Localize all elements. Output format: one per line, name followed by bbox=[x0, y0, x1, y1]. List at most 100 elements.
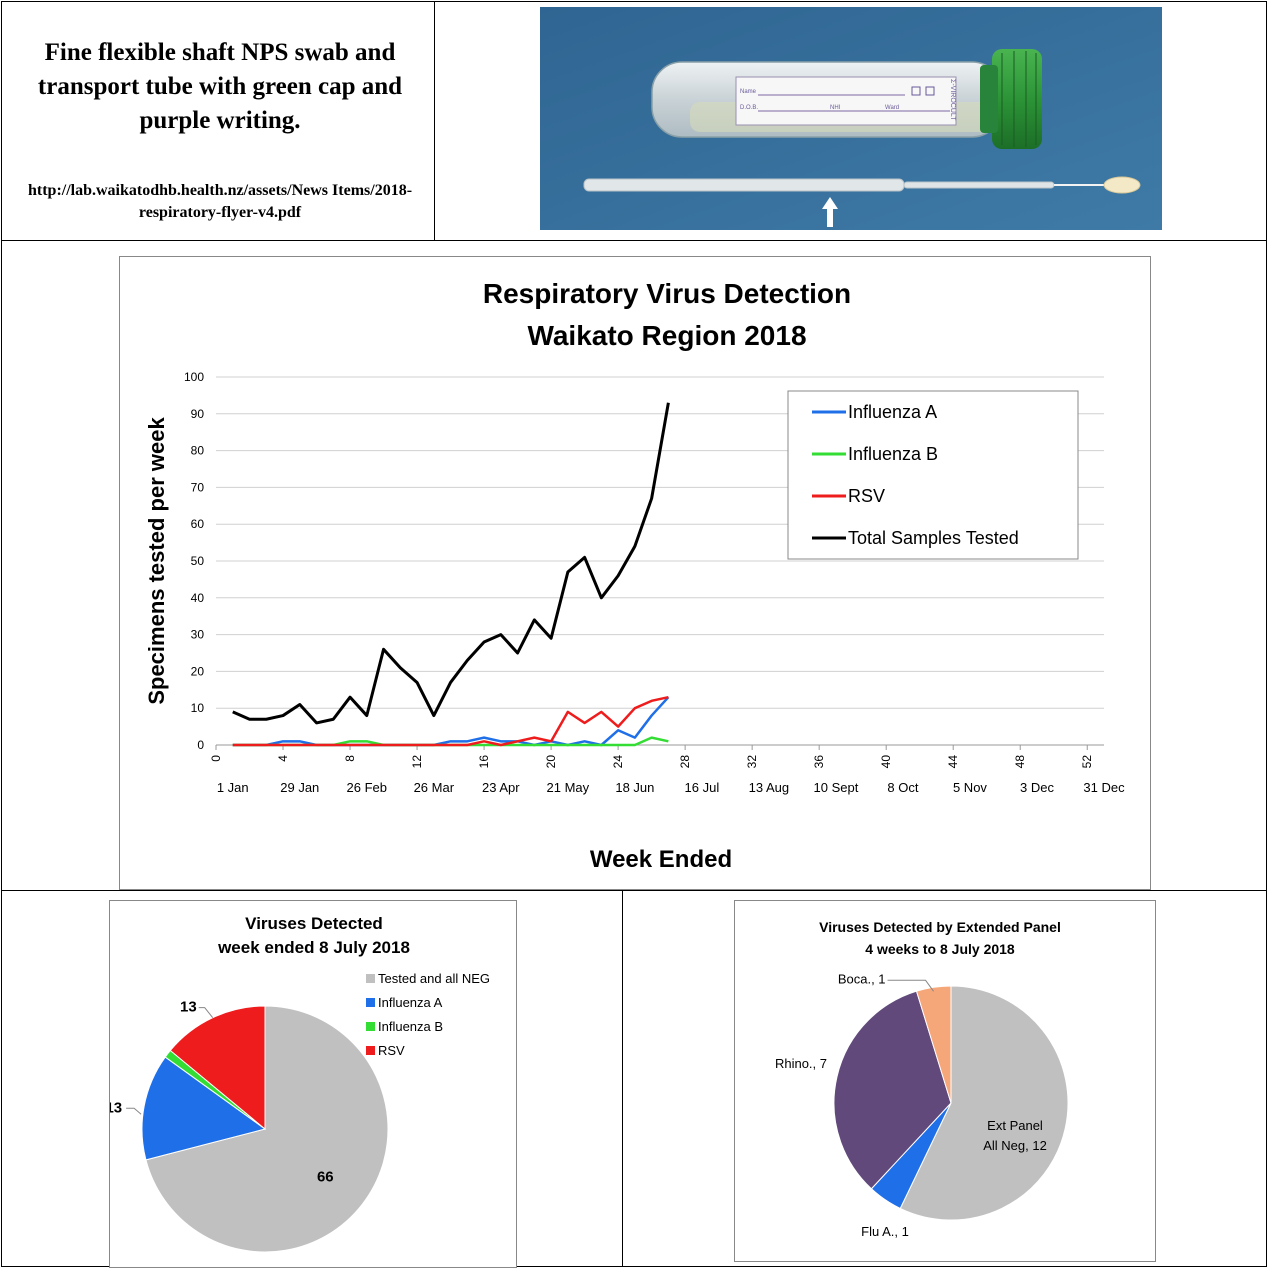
pie1-label-value: 13 bbox=[180, 999, 197, 1016]
pie1-legend-label: Influenza B bbox=[378, 1019, 443, 1034]
x-date-label: 13 Aug bbox=[749, 780, 790, 795]
pie2-label-flu: Flu A., 1 bbox=[861, 1224, 909, 1239]
pie1-slice-rsv bbox=[169, 1005, 266, 1131]
x-tick-label: 40 bbox=[879, 755, 893, 769]
x-tick-label: 8 bbox=[343, 755, 357, 762]
legend-label: RSV bbox=[848, 486, 885, 506]
x-date-label: 23 Apr bbox=[482, 780, 520, 795]
label-checkbox-icon-2 bbox=[925, 86, 935, 96]
cap-base-icon bbox=[980, 65, 998, 133]
y-tick-label: 30 bbox=[191, 628, 205, 642]
legend-label: Influenza B bbox=[848, 444, 938, 464]
x-tick-label: 12 bbox=[410, 755, 424, 769]
pie2-label-rhino: Rhino., 7 bbox=[775, 1056, 827, 1071]
y-tick-label: 80 bbox=[191, 444, 205, 458]
x-date-label: 1 Jan bbox=[217, 780, 249, 795]
label-ward-text: Ward bbox=[885, 105, 899, 111]
pie1-label-value: 66 bbox=[317, 1169, 334, 1186]
swab-tube-photo: Name D.O.B. NHI Ward Σ-VIROCULT bbox=[540, 7, 1162, 230]
swab-shaft-icon bbox=[583, 178, 905, 192]
row-divider-2 bbox=[1, 890, 1267, 891]
row-divider-1 bbox=[1, 240, 1267, 241]
pie2-slice-rhino- bbox=[833, 990, 952, 1190]
label-nhi-text: NHI bbox=[830, 105, 841, 111]
y-tick-label: 100 bbox=[184, 370, 204, 384]
y-tick-label: 10 bbox=[191, 701, 205, 715]
header-title: Fine flexible shaft NPS swab and transpo… bbox=[37, 39, 403, 134]
x-date-label: 8 Oct bbox=[887, 780, 918, 795]
tube-brand-text: Σ-VIROCULT bbox=[949, 79, 956, 121]
line-chart: Respiratory Virus Detection Waikato Regi… bbox=[144, 278, 1125, 873]
pie-chart-2-box: Viruses Detected by Extended Panel 4 wee… bbox=[734, 900, 1156, 1262]
label-checkbox-icon bbox=[911, 86, 921, 96]
x-tick-label: 16 bbox=[477, 755, 491, 769]
pie2-label-boca: Boca., 1 bbox=[838, 971, 886, 986]
pie1-slice-influenza-a bbox=[141, 1056, 267, 1161]
legend-box bbox=[787, 390, 1079, 560]
x-date-label: 5 Nov bbox=[953, 780, 987, 795]
pie1-legend-label: RSV bbox=[378, 1043, 405, 1058]
legend-label: Influenza A bbox=[848, 402, 937, 422]
line-chart-legend: Influenza A Influenza B RSV Total Samples T… bbox=[787, 390, 1079, 560]
x-date-label: 26 Feb bbox=[347, 780, 387, 795]
x-date-label: 10 Sept bbox=[814, 780, 859, 795]
pie1-legend-label: Tested and all NEG bbox=[378, 971, 490, 986]
column-divider-bottom bbox=[622, 890, 623, 1267]
x-date-label: 26 Mar bbox=[414, 780, 455, 795]
x-tick-label: 36 bbox=[812, 755, 826, 769]
y-tick-label: 70 bbox=[191, 480, 205, 494]
pie1-legend-label: Influenza A bbox=[378, 995, 443, 1010]
y-tick-label: 0 bbox=[197, 738, 204, 752]
pie1-subtitle: week ended 8 July 2018 bbox=[217, 938, 410, 957]
pie2-slice-ext-panel-all-neg bbox=[899, 985, 1069, 1221]
arrow-up-icon bbox=[822, 197, 838, 227]
line-chart-xlabel: Week Ended bbox=[590, 846, 732, 873]
line-chart-ylabel: Specimens tested per week bbox=[144, 417, 169, 705]
x-tick-label: 48 bbox=[1013, 755, 1027, 769]
pie2-subtitle: 4 weeks to 8 July 2018 bbox=[865, 941, 1015, 957]
pie1-leader-line bbox=[126, 1107, 142, 1115]
x-tick-label: 28 bbox=[678, 755, 692, 769]
x-tick-label: 52 bbox=[1080, 755, 1094, 769]
label-dob-text: D.O.B. bbox=[740, 105, 758, 111]
pie2-leader-line bbox=[887, 979, 934, 992]
label-name-text: Name bbox=[740, 89, 757, 95]
pie-chart-1-box: Viruses Detected week ended 8 July 2018 … bbox=[105, 900, 517, 1268]
cap-icon bbox=[992, 49, 1042, 149]
pie-chart-2: Viruses Detected by Extended Panel 4 wee… bbox=[775, 919, 1069, 1239]
pie-chart-1: Viruses Detected week ended 8 July 2018 … bbox=[105, 914, 490, 1253]
x-date-label: 21 May bbox=[547, 780, 590, 795]
line-chart-subtitle: Waikato Region 2018 bbox=[527, 320, 806, 351]
y-tick-label: 50 bbox=[191, 554, 205, 568]
header-url: http://lab.waikatodhb.health.nz/assets/N… bbox=[27, 182, 413, 221]
x-tick-label: 20 bbox=[544, 755, 558, 769]
y-tick-label: 90 bbox=[191, 407, 205, 421]
y-tick-label: 60 bbox=[191, 517, 205, 531]
x-tick-label: 0 bbox=[209, 755, 223, 762]
x-date-label: 29 Jan bbox=[280, 780, 319, 795]
x-date-label: 31 Dec bbox=[1083, 780, 1125, 795]
tube-label-icon bbox=[735, 76, 957, 126]
pie1-label-value: 13 bbox=[110, 1099, 122, 1116]
y-tick-label: 40 bbox=[191, 591, 205, 605]
pie2-slice-boca- bbox=[915, 985, 952, 1104]
line-chart-box: Respiratory Virus Detection Waikato Regi… bbox=[119, 256, 1151, 890]
pie1-legend-swatch bbox=[366, 974, 375, 983]
x-tick-label: 32 bbox=[745, 755, 759, 769]
y-tick-label: 20 bbox=[191, 664, 205, 678]
swab-shaft-narrow bbox=[903, 181, 1055, 189]
x-tick-label: 24 bbox=[611, 755, 625, 769]
x-date-label: 16 Jul bbox=[685, 780, 720, 795]
legend-label: Total Samples Tested bbox=[848, 528, 1019, 548]
pie1-legend-swatch bbox=[366, 998, 375, 1007]
line-chart-title: Respiratory Virus Detection bbox=[483, 278, 851, 309]
pie1-leader-line bbox=[198, 1007, 214, 1018]
x-date-label: 18 Jun bbox=[615, 780, 654, 795]
pie1-title: Viruses Detected bbox=[245, 914, 383, 933]
series-line-rsv bbox=[232, 695, 669, 747]
x-tick-label: 44 bbox=[946, 755, 960, 769]
pie2-label-line1: Ext Panel bbox=[987, 1118, 1043, 1133]
swab-tip-icon bbox=[1103, 176, 1141, 194]
pie1-legend-swatch bbox=[366, 1046, 375, 1055]
